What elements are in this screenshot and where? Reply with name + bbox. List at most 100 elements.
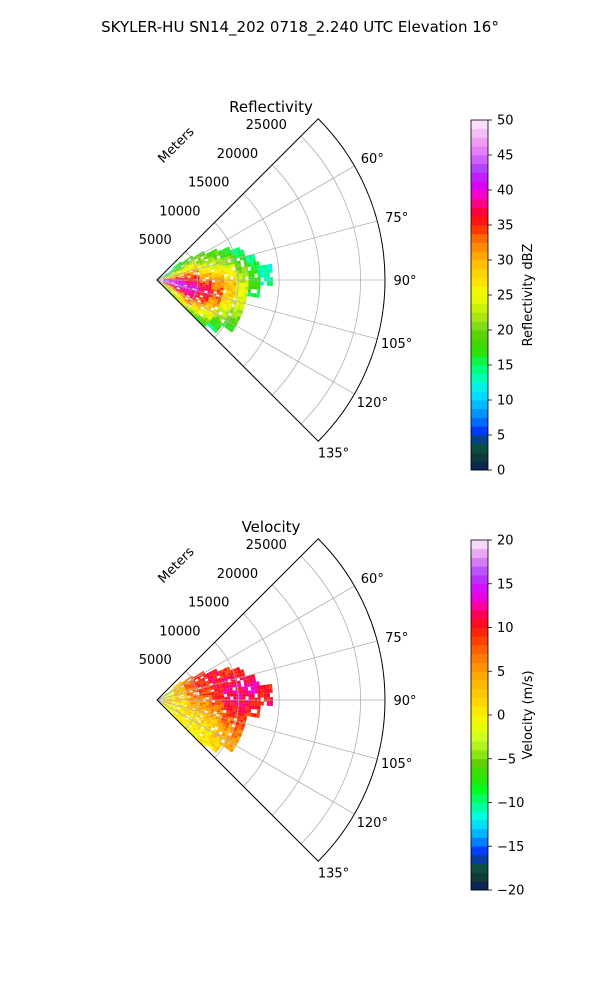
echo-cell [179,719,184,723]
echo-cell [225,253,230,257]
echo-cell [214,286,218,290]
echo-cell [211,282,215,285]
echo-cell [180,271,184,274]
echo-cell [198,718,202,722]
echo-cell [167,272,171,275]
echo-cell [172,294,176,297]
echo-cell [263,688,267,694]
echo-cell [213,266,218,270]
echo-cell [168,709,172,713]
echo-cell [206,322,211,327]
echo-cell [244,290,249,294]
echo-cell [237,305,242,310]
echo-cell [162,702,166,704]
echo-cell [230,313,236,318]
colorbar-swatch [471,268,488,278]
echo-cell [172,689,177,692]
radial-axis-label: Meters [156,544,198,586]
echo-cell [213,734,218,739]
echo-cell [214,704,218,708]
echo-cell [218,672,223,677]
echo-cell [241,706,246,711]
echo-cell [178,681,182,684]
echo-cell [165,284,168,286]
echo-cell [187,282,191,284]
echo-cell [220,285,224,288]
echo-cell [203,728,207,732]
echo-cell [199,280,203,283]
echo-cell [165,701,169,703]
echo-cell [200,293,204,296]
echo-cell [208,281,212,284]
echo-cell [239,309,244,315]
echo-cell [187,281,191,283]
echo-cell [238,686,242,691]
echo-cell [199,705,203,709]
echo-cell [196,262,200,265]
echo-cell [189,691,193,694]
echo-cell [237,312,243,318]
echo-cell [221,280,225,283]
echo-cell [204,740,209,745]
echo-cell [182,261,186,265]
echo-cell [200,316,205,321]
echo-cell [185,268,190,271]
echo-cell [256,709,261,714]
echo-cell [206,254,211,258]
echo-cell [168,289,172,293]
echo-cell [260,281,264,286]
colorbar-swatch [471,627,488,637]
echo-cell [229,720,234,724]
echo-cell [190,283,194,286]
angle-tick-label: 105° [381,757,412,772]
sector-frame [156,118,386,442]
echo-cell [232,270,237,274]
echo-cell [241,286,246,291]
echo-cell [196,695,200,697]
echo-cell [165,697,169,699]
echo-cell [181,703,185,705]
echo-cell [223,301,227,305]
echo-cell [251,705,255,710]
echo-cell [253,713,257,718]
echo-cell [224,282,228,285]
echo-cell [187,685,191,688]
echo-cell [200,311,205,316]
echo-cell [175,702,179,704]
echo-cell [221,671,226,676]
echo-cell [173,264,177,268]
echo-cell [208,723,213,728]
echo-cell [228,713,233,718]
echo-cell [172,277,176,279]
echo-cell [251,701,255,706]
echo-cell [229,270,234,274]
echo-cell [224,670,229,675]
echo-cell [184,282,188,285]
echo-cell [245,279,249,284]
echo-cell [240,726,245,731]
echo-cell [210,322,216,327]
echo-cell [165,694,169,697]
echo-cell [174,706,178,708]
echo-cell [180,287,184,290]
echo-cell [190,263,194,267]
echo-cell [245,255,250,260]
echo-cell [253,685,258,690]
echo-cell [165,695,169,698]
echo-cell [171,276,176,278]
echo-cell [199,302,203,307]
echo-cell [179,263,184,266]
echo-cell [162,276,166,279]
echo-cell [193,282,197,285]
colorbar-tick-label: 25 [497,289,514,304]
echo-cell [219,741,224,746]
azimuth-spoke [156,699,378,760]
echo-cell [201,267,205,271]
echo-cell [181,711,185,714]
echo-cell [166,281,170,282]
echo-cell [251,273,255,278]
colorbar-swatch [471,776,488,786]
echo-cell [175,698,179,700]
angle-tick-label: 60° [361,572,384,587]
echo-cell [251,253,256,259]
